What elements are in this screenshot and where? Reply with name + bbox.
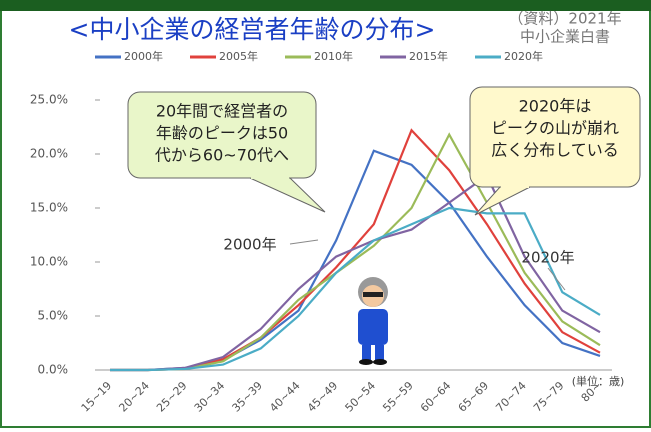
y-tick-label: 20.0% [30,147,68,161]
series-line [110,206,601,372]
annotation-leader [547,267,566,291]
y-tick-label: 25.0% [30,93,68,107]
y-tick-label: 0.0% [38,363,69,377]
y-tick-label: 10.0% [30,255,68,269]
callout-text: 代から60~70代へ [155,146,289,165]
legend-label: 2015年 [409,49,448,63]
annotation: 2000年 [223,236,276,254]
callout-text: 2020年は [519,97,592,116]
callout-text: 20年間で経営者の [156,102,288,121]
unit-label: (単位：歳) [572,374,625,388]
person-icon [358,277,388,365]
legend-label: 2005年 [219,49,258,63]
callout-text: ピークの山が崩れ [491,119,619,138]
callout-text: 年齢のピークは50 [156,124,288,143]
source: （資料）2021年 [508,10,621,28]
legend-label: 2010年 [314,49,353,63]
callout-box [469,86,641,188]
callout-text: 広く分布している [491,141,619,160]
series-line [110,173,601,372]
callout-box [127,91,317,179]
y-tick-label: 15.0% [30,201,68,215]
legend-label: 2020年 [504,49,543,63]
source: 中小企業白書 [520,28,610,46]
legend-label: 2000年 [124,49,163,63]
top-band [0,0,651,11]
y-tick-label: 5.0% [38,309,69,323]
chart-title: <中小企業の経営者年齢の分布> [69,15,436,44]
annotation-leader [289,239,319,245]
annotation: 2020年 [521,249,574,267]
